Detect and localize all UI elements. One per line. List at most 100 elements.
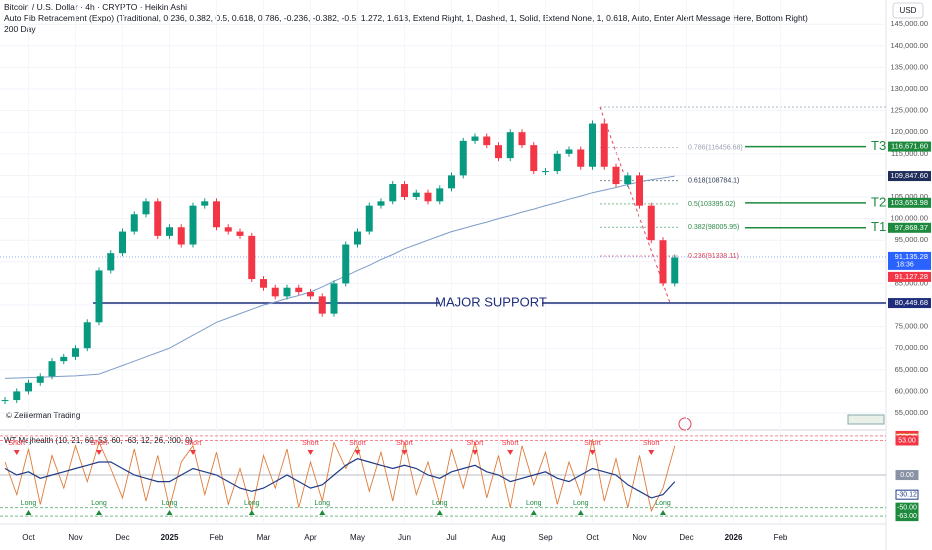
- credit: © Zeilierman Trading: [6, 411, 80, 420]
- x-tick-label: Dec: [679, 533, 693, 542]
- candle: [260, 279, 267, 288]
- candle: [72, 348, 79, 357]
- candle: [424, 192, 432, 202]
- candle: [213, 201, 220, 228]
- candle: [459, 140, 467, 176]
- candle: [166, 227, 173, 236]
- candle: [318, 296, 326, 314]
- signal-label: Long: [244, 500, 260, 507]
- price-tag-label: 91,127.28: [895, 272, 928, 281]
- y-tick-label: 105,000.00: [890, 192, 928, 201]
- badge-icon: [847, 414, 885, 425]
- fib-label: 0.5(103395.02): [688, 201, 735, 208]
- price-tag-label: 109,847.60: [890, 171, 928, 180]
- signal-marker: [472, 450, 478, 455]
- candle: [224, 227, 232, 232]
- signal-label: Short: [467, 440, 484, 447]
- signal-marker: [248, 510, 255, 515]
- candle: [401, 184, 408, 198]
- y-tick-label: 115,000.00: [891, 149, 928, 158]
- target-tag: [888, 197, 931, 208]
- osc-level-tag: [895, 470, 919, 481]
- signal-label: Short: [643, 440, 660, 447]
- signal-label: Short: [502, 440, 519, 447]
- signal-marker: [436, 510, 443, 515]
- candle: [530, 145, 538, 172]
- signal-label: Long: [432, 500, 448, 507]
- y-tick-label: 130,000.00: [890, 84, 928, 93]
- ma-line: [4, 175, 675, 379]
- candle: [107, 253, 115, 271]
- signal-marker: [166, 510, 173, 515]
- price-tag-time: 18:36: [896, 262, 914, 269]
- target-name: T1: [871, 219, 886, 234]
- candle: [1, 400, 9, 402]
- fib-label: 0.786(116456.68): [688, 144, 743, 151]
- target-tag: [888, 222, 931, 233]
- candle: [307, 292, 314, 297]
- signal-marker: [530, 510, 537, 515]
- candle: [83, 322, 91, 349]
- price-tag: [888, 271, 931, 282]
- support-tag-label: 80,449.68: [895, 298, 928, 307]
- logo-icon: [678, 417, 692, 431]
- signal-label: Short: [91, 440, 108, 447]
- signal-marker: [13, 450, 20, 455]
- candle: [60, 356, 68, 362]
- support-tag: [888, 298, 931, 309]
- candle: [25, 382, 32, 392]
- candle: [577, 149, 585, 167]
- candle: [201, 201, 209, 206]
- x-tick-label: Jul: [446, 533, 456, 542]
- target-tag-label: 116,671.60: [891, 142, 928, 151]
- candle: [177, 227, 185, 245]
- fib-label: 0.618(108784.1): [688, 177, 739, 184]
- x-tick-label: Feb: [210, 533, 224, 542]
- candle: [589, 123, 596, 167]
- x-tick-label: Apr: [304, 533, 317, 542]
- x-tick-label: Mar: [257, 533, 271, 542]
- candle: [448, 175, 455, 189]
- x-tick-label: Oct: [586, 533, 599, 542]
- signal-label: Long: [526, 500, 542, 507]
- signal-label: Short: [396, 440, 413, 447]
- signal-marker: [96, 450, 102, 455]
- candle: [518, 132, 526, 146]
- candle: [624, 175, 632, 185]
- candle: [542, 171, 549, 173]
- candle: [471, 136, 479, 141]
- signal-label: Long: [314, 500, 330, 507]
- x-tick-label: Nov: [68, 533, 82, 542]
- y-tick-label: 140,000.00: [890, 41, 928, 50]
- y-tick-label: 135,000.00: [890, 62, 928, 71]
- x-tick-label: Oct: [22, 533, 35, 542]
- candle: [671, 257, 679, 284]
- y-tick-label: 60,000.00: [895, 386, 928, 395]
- osc-level-label: -30.12: [897, 492, 917, 499]
- currency-button[interactable]: [892, 2, 924, 19]
- ma-label: 200 Day: [4, 24, 36, 34]
- candle: [600, 123, 608, 167]
- candle: [365, 205, 373, 232]
- signal-marker: [660, 510, 666, 515]
- y-tick-label: 100,000.00: [890, 214, 928, 223]
- signal-marker: [507, 450, 514, 455]
- osc-level-label: -50.00: [897, 504, 917, 511]
- candle: [330, 283, 338, 314]
- signal-label: Long: [21, 500, 37, 507]
- support-label: MAJOR SUPPORT: [435, 294, 547, 309]
- fib-trend-line: [599, 106, 671, 304]
- osc-line: [4, 458, 676, 499]
- y-tick-label: 75,000.00: [895, 322, 928, 331]
- signal-marker: [648, 450, 655, 455]
- candle: [436, 188, 444, 202]
- price-tag: [888, 251, 931, 270]
- candle: [142, 201, 150, 215]
- price-tag: [888, 171, 931, 182]
- signal-label: Short: [584, 440, 601, 447]
- x-tick-label: Dec: [115, 533, 129, 542]
- candle: [412, 192, 420, 198]
- osc-line: [4, 439, 676, 513]
